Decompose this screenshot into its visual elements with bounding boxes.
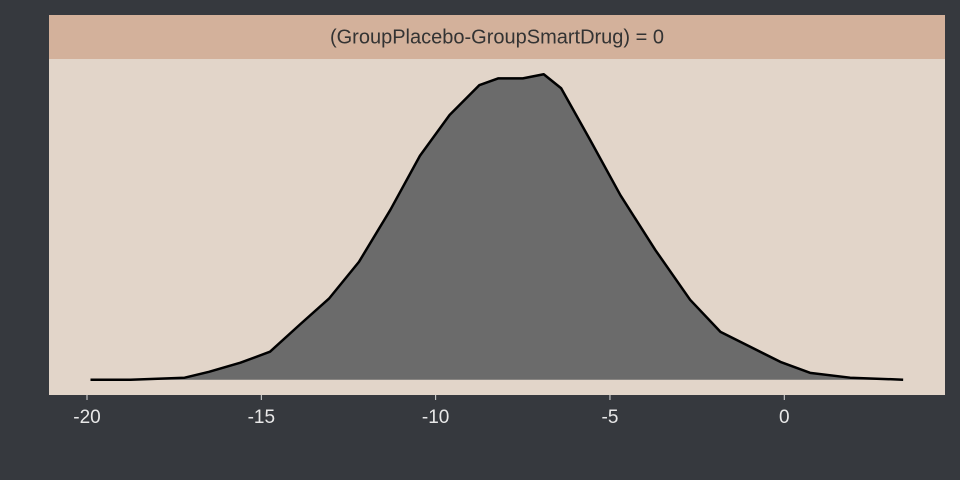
x-tick-label: -15: [248, 407, 275, 428]
strip-label: (GroupPlacebo-GroupSmartDrug) = 0: [330, 26, 664, 48]
strip: [49, 15, 945, 59]
x-tick-label: 0: [779, 407, 790, 428]
x-tick-label: -20: [73, 407, 100, 428]
density-area: [90, 73, 904, 381]
x-tick-label: -10: [422, 407, 449, 428]
x-tick-label: -5: [602, 407, 619, 428]
